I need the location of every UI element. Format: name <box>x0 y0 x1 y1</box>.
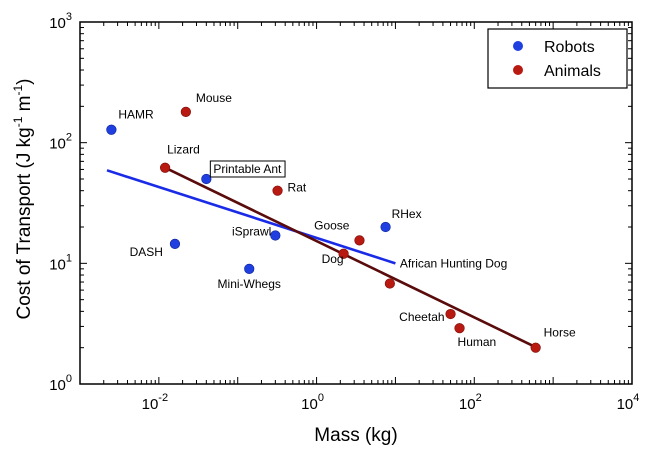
point-lizard <box>160 162 171 173</box>
label-box-printable-ant <box>209 160 286 178</box>
animals-fit-line <box>164 166 538 349</box>
legend-marker-animals <box>513 65 523 75</box>
x-axis-title: Mass (kg) <box>314 425 397 446</box>
point-rhex <box>380 221 391 233</box>
label-cheetah: Cheetah <box>399 310 444 324</box>
label-isprawl: iSprawl <box>232 225 271 239</box>
y-tick-label: 101 <box>49 252 72 273</box>
legend-box <box>487 28 628 89</box>
legend-marker-robots <box>513 41 523 51</box>
label-printable-ant: Printable Ant <box>213 162 282 176</box>
label-mini-whegs: Mini-Whegs <box>218 277 281 291</box>
legend-label-robots: Robots <box>544 39 595 56</box>
point-dash <box>169 238 181 249</box>
label-dash: DASH <box>130 245 163 259</box>
label-dog: Dog <box>322 252 344 266</box>
label-horse: Horse <box>544 326 576 340</box>
data-points <box>106 106 541 353</box>
x-axis-ticks: 10-2 100 102 104 <box>79 22 640 413</box>
label-rat: Rat <box>288 181 307 195</box>
label-mouse: Mouse <box>196 91 232 105</box>
x-tick-label: 10-2 <box>142 392 168 413</box>
label-hamr: HAMR <box>118 108 154 122</box>
y-tick-label: 102 <box>49 132 72 153</box>
point-printable-ant <box>201 173 212 185</box>
y-tick-label: 100 <box>49 373 72 394</box>
label-human: Human <box>458 335 497 349</box>
label-rhex: RHex <box>392 207 422 221</box>
robots-fit-line <box>106 169 396 265</box>
label-goose: Goose <box>314 218 350 232</box>
y-axis-title: Cost of Transport (J kg-1 m-1) <box>11 79 35 320</box>
point-mouse <box>180 106 191 117</box>
point-african-hunting-dog <box>384 278 395 289</box>
x-tick-label: 100 <box>301 392 324 413</box>
point-hamr <box>106 124 117 135</box>
point-isprawl <box>270 230 281 241</box>
y-tick-label: 103 <box>49 11 72 32</box>
point-mini-whegs <box>244 263 255 274</box>
label-lizard: Lizard <box>167 143 200 157</box>
label-african-hunting-dog: African Hunting Dog <box>400 257 507 271</box>
point-rat <box>272 185 283 196</box>
y-axis-ticks: 100 101 102 103 <box>49 11 632 394</box>
x-tick-label: 102 <box>459 392 482 413</box>
point-human <box>454 323 465 334</box>
legend: Robots Animals <box>487 28 628 89</box>
point-cheetah <box>445 308 456 320</box>
point-horse <box>530 342 541 353</box>
point-labels: HAMR Printable Ant DASH iSprawl Mini-Whegs RH… <box>118 91 576 349</box>
x-tick-label: 104 <box>617 392 640 413</box>
point-dog <box>338 248 349 259</box>
fit-lines <box>106 166 538 349</box>
point-goose <box>354 235 365 246</box>
legend-label-animals: Animals <box>544 63 601 80</box>
